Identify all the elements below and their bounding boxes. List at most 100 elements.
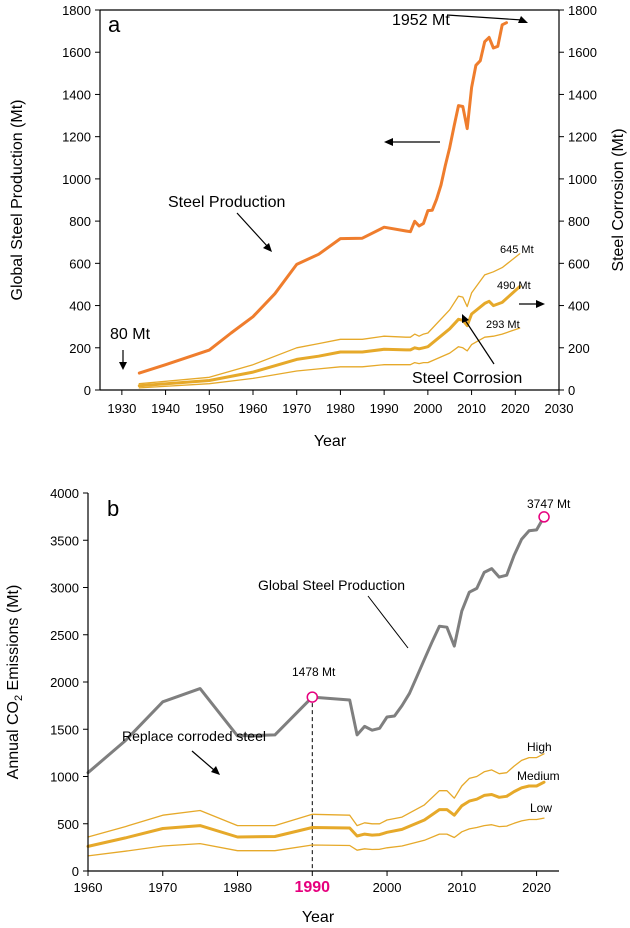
arrow-head-right-axis-indicator [536,300,545,308]
panel-a-left-axis-title: Global Steel Production (Mt) [9,100,26,301]
arrow-steel-production [236,212,269,248]
panel-a-y-tick-label: 1200 [62,130,91,145]
panel-a-right-y-tick-label: 0 [568,383,575,398]
panel-a-x-tick-label: 1950 [195,401,224,416]
panel-a-x-tick-label: 2010 [457,401,486,416]
panel-a-x-tick-label: 1990 [370,401,399,416]
leader-global-steel-production [367,595,409,649]
panel-a-y-tick-label: 600 [69,256,91,271]
panel-b-x-tick-label: 2010 [447,880,476,895]
panel-b-y-tick-label: 3000 [50,581,79,596]
panel-a-right-y-tick-label: 1200 [568,130,597,145]
panel-a-right-y-tick-label: 800 [568,214,590,229]
panel-a-plot-area [137,21,522,389]
annotation-1952-mt: 1952 Mt [392,12,450,29]
panel-a-right-y-tick-label: 1800 [568,3,597,18]
arrow-1952-mt [446,14,523,21]
panel-b-y-tick-label: 500 [57,817,79,832]
panel-a-y-tick-label: 1400 [62,87,91,102]
panel-b-chart: 1960 1970 1980 1990 2000 2010 2020 0 500 1000 1500… [5,486,571,926]
panel-a-x-tick-label: 2030 [545,401,574,416]
panel-b-highlight-tick-label: 1990 [294,879,330,896]
marker-label-1478-mt: 1478 Mt [292,665,336,679]
arrow-head-left-axis-indicator [384,138,393,146]
panel-a-y-tick-label: 1600 [62,45,91,60]
panel-a-x-tick-label: 1930 [107,401,136,416]
arrow-head-steel-production [263,243,272,252]
panel-a-x-axis-title: Year [314,433,347,450]
panel-a-right-y-tick-label: 600 [568,256,590,271]
panel-b-x-tick-label: 2000 [373,880,402,895]
panel-b-y-axis-title: Annual CO2 Emissions (Mt) [5,585,25,780]
y-axis-title-prefix: Annual CO [5,701,22,779]
panel-b-y-tick-label: 2500 [50,628,79,643]
series-line-steel-production [137,21,508,375]
panel-a-x-tick-label: 1940 [151,401,180,416]
annotation-steel-production: Steel Production [168,194,285,211]
panel-a-x-tick-label: 1980 [326,401,355,416]
annotation-490-mt: 490 Mt [497,280,531,292]
annotation-645-mt: 645 Mt [500,244,534,256]
panel-a-right-axis-title: Steel Corrosion (Mt) [610,128,627,271]
marker-label-3747-mt: 3747 Mt [527,497,571,511]
marker-3747-mt [538,511,550,523]
panel-a-right-y-tick-label: 200 [568,341,590,356]
panel-b-x-tick-label: 2020 [522,880,551,895]
marker-1478-mt [306,691,319,703]
panel-b-y-tick-label: 0 [72,864,79,879]
panel-a-right-y-tick-label: 400 [568,299,590,314]
arrow-replace-corroded-steel [191,750,215,771]
panel-b-y-tick-label: 2000 [50,675,79,690]
series-line-high [87,753,545,838]
arrow-steel-corrosion [464,319,495,365]
annotation-global-steel-production: Global Steel Production [258,577,405,593]
series-line-steel-corrosion-high [138,253,521,385]
series-line-medium [86,780,546,848]
panel-a-y-tick-label: 0 [84,383,91,398]
annotation-steel-corrosion: Steel Corrosion [412,370,522,387]
panel-a-y-tick-label: 800 [69,214,91,229]
series-line-steel-corrosion-medium [137,285,522,388]
panel-a-x-tick-label: 2000 [413,401,442,416]
annotation-80-mt: 80 Mt [110,326,151,343]
panel-a-right-y-tick-label: 1000 [568,172,597,187]
panel-b-y-tick-label: 3500 [50,533,79,548]
panel-a-y-tick-label: 1000 [62,172,91,187]
panel-a-right-y-tick-label: 1600 [568,45,597,60]
panel-a-y-tick-label: 200 [69,341,91,356]
panel-a-ticks: 1930 1940 1950 1960 1970 1980 1990 2000 2010 2020… [62,3,597,416]
arrow-head-80-mt [119,362,127,370]
annotation-high: High [527,740,552,754]
annotation-replace-corroded-steel: Replace corroded steel [122,728,266,744]
panel-b-y-tick-label: 1000 [50,770,79,785]
panel-a-y-tick-label: 1800 [62,3,91,18]
panel-a-chart: 1930 1940 1950 1960 1970 1980 1990 2000 2010 2020… [9,3,627,450]
panel-a-x-tick-label: 2020 [501,401,530,416]
annotation-low: Low [530,801,552,815]
panel-b-y-tick-label: 1500 [50,722,79,737]
panel-a-x-tick-label: 1970 [282,401,311,416]
panel-a-y-tick-label: 400 [69,299,91,314]
arrow-head-replace-corroded-steel [211,766,220,775]
panel-b-x-axis-title: Year [302,909,335,926]
panel-a-x-tick-label: 1960 [239,401,268,416]
arrow-head-1952-mt [518,16,528,23]
y-axis-title-subscript: 2 [13,695,25,701]
panel-b-label: b [107,496,119,521]
annotation-medium: Medium [517,769,560,783]
panel-b-ticks: 1960 1970 1980 1990 2000 2010 2020 0 500 1000 1500… [50,486,551,896]
series-line-global-steel-production [86,515,546,775]
y-axis-title-suffix: Emissions (Mt) [5,585,22,695]
panel-b-x-tick-label: 1980 [223,880,252,895]
panel-b-x-tick-label: 1970 [148,880,177,895]
panel-b-x-tick-label: 1960 [74,880,103,895]
panel-a-label: a [108,12,121,37]
annotation-293-mt: 293 Mt [486,319,520,331]
panel-b-plot-area [86,511,550,871]
series-line-low [87,817,545,857]
arrow-head-steel-corrosion [462,314,469,323]
panel-a-right-y-tick-label: 1400 [568,87,597,102]
panel-b-y-tick-label: 4000 [50,486,79,501]
series-line-steel-corrosion-low [138,327,521,389]
